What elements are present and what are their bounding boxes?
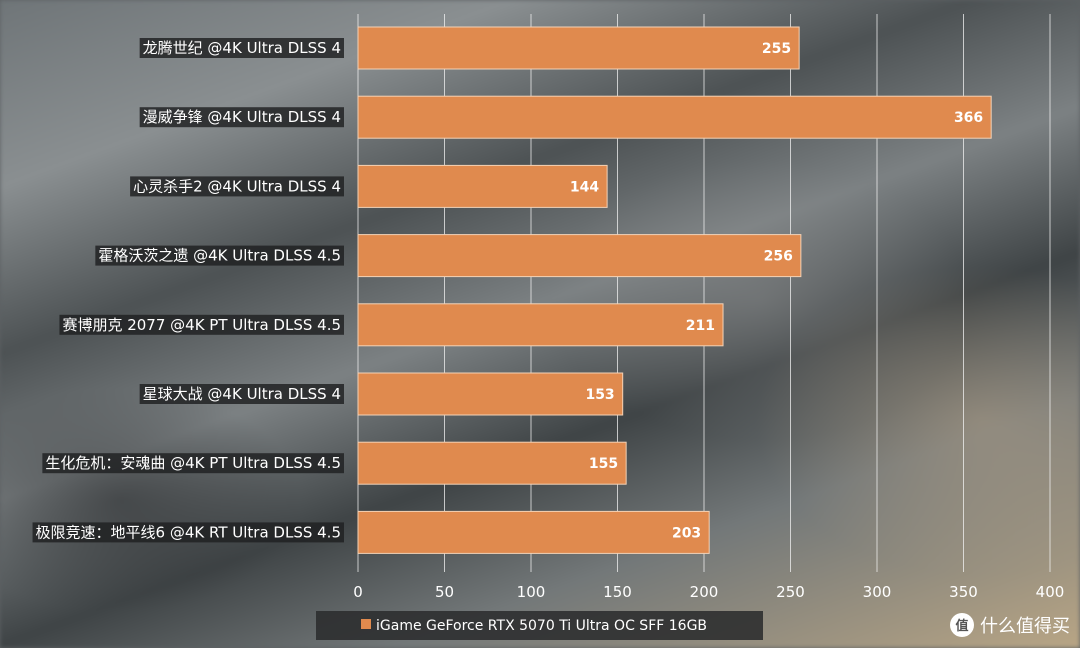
value-label: 153 (585, 387, 614, 403)
category-label: 心灵杀手2 @4K Ultra DLSS 4 (133, 177, 341, 195)
x-tick-label: 200 (690, 583, 719, 601)
x-tick-label: 50 (435, 583, 454, 601)
category-label: 霍格沃茨之遗 @4K Ultra DLSS 4.5 (98, 247, 341, 265)
category-label: 极限竞速：地平线6 @4K RT Ultra DLSS 4.5 (36, 523, 341, 541)
category-labels: 龙腾世纪 @4K Ultra DLSS 4 漫威争锋 @4K Ultra DLSS… (32, 38, 344, 543)
legend: iGame GeForce RTX 5070 Ti Ultra OC SFF 1… (316, 611, 763, 640)
category-label: 龙腾世纪 @4K Ultra DLSS 4 (143, 39, 341, 57)
watermark: 值 什么值得买 (950, 613, 1070, 637)
watermark-text: 什么值得买 (980, 616, 1070, 637)
value-label: 144 (570, 179, 599, 195)
category-label-background (139, 38, 344, 58)
x-tick-label: 350 (949, 583, 978, 601)
category-label: 生化危机：安魂曲 @4K PT Ultra DLSS 4.5 (45, 454, 341, 472)
value-label: 203 (672, 525, 701, 541)
zhi-badge-icon (950, 613, 974, 637)
value-labels: 255 366 144 256 211 153 155 203 (570, 41, 983, 541)
category-label-background (130, 176, 344, 197)
bar (357, 441, 627, 485)
value-label: 256 (764, 249, 793, 265)
bar (357, 303, 724, 347)
legend-swatch (361, 619, 371, 629)
bar (357, 95, 992, 139)
category-label-background (32, 522, 344, 543)
x-tick-label: 150 (603, 583, 632, 601)
value-label: 366 (954, 110, 983, 126)
x-tick-label: 0 (353, 583, 363, 601)
x-tick-label: 100 (517, 583, 546, 601)
bar (357, 26, 800, 70)
x-tick-label: 300 (863, 583, 892, 601)
x-tick-label: 250 (776, 583, 805, 601)
bar (357, 510, 710, 554)
value-label: 255 (762, 41, 791, 57)
category-label-background (95, 245, 344, 266)
category-label: 赛博朋克 2077 @4K PT Ultra DLSS 4.5 (62, 316, 341, 334)
x-axis-ticks: 0 50 100 150 200 250 300 350 400 (353, 583, 1064, 601)
value-label: 155 (589, 456, 618, 472)
x-tick-label: 400 (1036, 583, 1065, 601)
bar (357, 372, 624, 416)
bar (357, 234, 802, 278)
value-label: 211 (686, 318, 715, 334)
legend-label: iGame GeForce RTX 5070 Ti Ultra OC SFF 1… (376, 618, 707, 634)
category-label: 星球大战 @4K Ultra DLSS 4 (143, 385, 341, 403)
category-label-background (139, 384, 344, 404)
bar (357, 164, 608, 208)
category-label: 漫威争锋 @4K Ultra DLSS 4 (143, 108, 341, 126)
category-label-background (42, 453, 344, 474)
zhi-badge-glyph: 值 (955, 618, 968, 634)
category-label-background (59, 314, 344, 335)
legend-background (316, 611, 763, 640)
bars (357, 26, 992, 554)
category-label-background (139, 107, 344, 128)
